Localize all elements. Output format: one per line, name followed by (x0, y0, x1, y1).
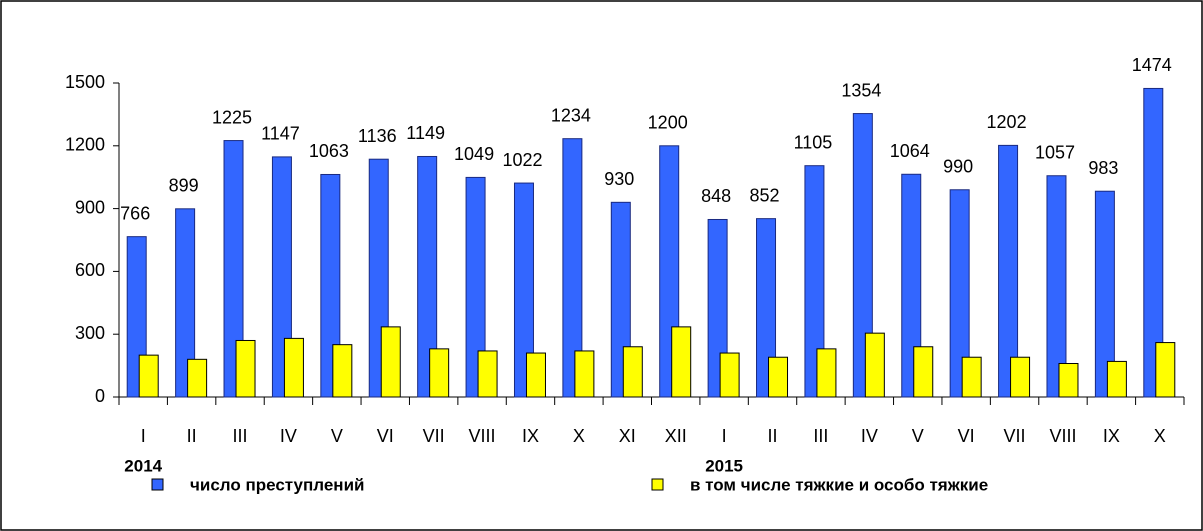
bar (1106, 360, 1127, 398)
bar (235, 339, 256, 398)
bar (1058, 363, 1079, 398)
x-tick-label: IV (280, 426, 297, 446)
bar (998, 144, 1019, 398)
x-tick-label: XII (665, 426, 687, 446)
value-label: 1354 (841, 80, 881, 100)
bar (913, 346, 934, 398)
y-tick-label: 0 (95, 386, 105, 406)
bar (417, 155, 438, 398)
y-tick-label: 1200 (65, 135, 105, 155)
bar (1155, 342, 1176, 398)
y-tick-label: 1500 (65, 72, 105, 92)
x-tick-label: VII (423, 426, 445, 446)
bar (283, 337, 304, 398)
x-tick-label: II (187, 426, 197, 446)
value-label: 930 (604, 169, 634, 189)
bar (187, 358, 208, 398)
x-tick-label: X (1154, 426, 1166, 446)
bar (622, 346, 643, 398)
legend-swatch (151, 478, 164, 491)
bar (1143, 87, 1164, 398)
bar (574, 350, 595, 398)
x-tick-label: VIII (469, 426, 496, 446)
x-tick-label: VIII (1049, 426, 1076, 446)
x-tick-label: I (141, 426, 146, 446)
bar (380, 326, 401, 398)
value-label: 1057 (1035, 142, 1075, 162)
value-label: 1234 (551, 105, 591, 125)
x-tick-label: III (233, 426, 248, 446)
bar (562, 138, 583, 398)
value-label: 1225 (212, 107, 252, 127)
x-tick-label: VI (377, 426, 394, 446)
bar (477, 350, 498, 398)
value-label: 1136 (358, 126, 397, 146)
x-tick-label: V (912, 426, 924, 446)
value-label: 983 (1088, 158, 1118, 178)
x-tick-label: II (768, 426, 778, 446)
bar (138, 354, 159, 398)
x-tick-label: V (331, 426, 343, 446)
value-label: 1149 (406, 123, 445, 143)
x-tick-label: VII (1004, 426, 1026, 446)
value-label: 1064 (890, 141, 930, 161)
bar (465, 176, 486, 398)
x-tick-label: XI (619, 426, 636, 446)
value-label: 1474 (1132, 55, 1172, 75)
x-tick-label: IX (522, 426, 539, 446)
value-label: 1063 (309, 141, 349, 161)
legend-label: в том числе тяжкие и особо тяжкие (690, 475, 988, 494)
y-tick-label: 600 (75, 260, 105, 280)
x-tick-label: X (573, 426, 585, 446)
value-label: 1049 (454, 144, 494, 164)
group-label: 2014 (124, 456, 162, 475)
bar (768, 356, 789, 398)
bar (223, 140, 244, 398)
legend-label: число преступлений (190, 475, 364, 494)
bar (852, 113, 873, 398)
bar (271, 156, 292, 398)
value-label: 990 (943, 157, 973, 177)
bar (332, 344, 353, 398)
bar (513, 182, 534, 398)
bar (816, 348, 837, 398)
value-label: 1105 (794, 132, 833, 152)
x-tick-label: IV (861, 426, 878, 446)
group-label: 2015 (705, 456, 743, 475)
value-label: 1202 (987, 112, 1027, 132)
bar (525, 352, 546, 398)
y-tick-label: 300 (75, 323, 105, 343)
value-label: 1147 (261, 124, 300, 144)
value-label: 766 (120, 203, 150, 223)
legend-swatch (651, 478, 664, 491)
x-tick-label: VI (958, 426, 975, 446)
value-label: 1200 (648, 113, 688, 133)
value-label: 899 (169, 176, 199, 196)
bar (949, 189, 970, 398)
bar (1046, 175, 1067, 398)
value-label: 848 (701, 186, 731, 206)
bar (320, 173, 341, 398)
bar (671, 326, 692, 398)
bar (804, 165, 825, 398)
bar (1094, 190, 1115, 398)
value-label: 852 (749, 185, 779, 205)
value-label: 1022 (502, 150, 542, 170)
bar (719, 352, 740, 398)
bar (1010, 356, 1031, 398)
bar (961, 356, 982, 398)
x-tick-label: IX (1103, 426, 1120, 446)
x-tick-label: III (813, 426, 828, 446)
bar (175, 208, 196, 398)
bar (429, 348, 450, 398)
y-tick-label: 900 (75, 197, 105, 217)
x-tick-label: I (722, 426, 727, 446)
bar (756, 218, 777, 398)
bar (864, 332, 885, 398)
bar (901, 173, 922, 398)
